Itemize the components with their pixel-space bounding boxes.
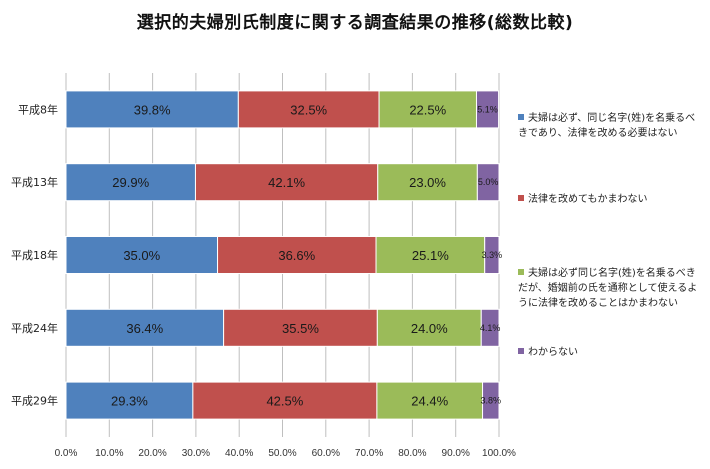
legend-swatch [518, 348, 524, 354]
bar-segment [476, 163, 500, 202]
legend-item: わからない [518, 345, 703, 360]
data-label: 42.1% [268, 175, 305, 190]
data-label: 42.5% [266, 394, 303, 409]
x-tick-label: 30.0% [182, 448, 210, 459]
data-label: 29.3% [111, 394, 148, 409]
data-label: 3.8% [481, 396, 502, 406]
data-label: 5.0% [478, 177, 499, 187]
category-label: 平成29年 [11, 394, 58, 408]
x-tick-label: 50.0% [268, 448, 296, 459]
x-tick-label: 60.0% [312, 448, 340, 459]
data-label: 39.8% [134, 102, 171, 117]
data-label: 24.0% [411, 321, 448, 336]
legend-label: わからない [528, 347, 578, 358]
bar-segment [378, 90, 477, 129]
bar-segment [65, 236, 219, 274]
bar-segment [480, 308, 500, 347]
bar-segment [482, 381, 500, 420]
data-label: 22.5% [409, 102, 446, 117]
category-label: 平成24年 [11, 321, 58, 335]
bar-segment [65, 163, 196, 202]
data-label: 36.6% [278, 248, 315, 263]
data-label: 24.4% [411, 394, 448, 409]
bar-segment [376, 308, 482, 347]
legend-label: 夫婦は必ず同じ名字(姓)を名乗るべきだが、婚姻前の氏を通称として使えるように法律… [518, 268, 698, 309]
data-label: 4.1% [480, 323, 501, 333]
chart-title: 選択的夫婦別氏制度に関する調査結果の推移(総数比較) [136, 13, 574, 33]
x-tick-label: 90.0% [442, 448, 470, 459]
data-label: 29.9% [112, 175, 149, 190]
legend-swatch [518, 114, 524, 120]
data-label: 36.4% [126, 321, 163, 336]
category-label: 平成18年 [11, 248, 58, 262]
x-tick-label: 20.0% [138, 448, 166, 459]
bar-segment [65, 90, 239, 129]
bar-segment [217, 236, 377, 274]
legend-swatch [518, 195, 524, 201]
x-tick-label: 10.0% [95, 448, 123, 459]
x-tick-label: 70.0% [355, 448, 383, 459]
x-tick-label: 40.0% [225, 448, 253, 459]
data-label: 32.5% [290, 102, 327, 117]
data-label: 23.0% [409, 175, 446, 190]
legend-item: 夫婦は必ず、同じ名字(姓)を名乗るべきであり、法律を改める必要はない [518, 111, 703, 141]
legend-item: 法律を改めてもかまわない [518, 192, 703, 207]
bar-segment [484, 236, 500, 274]
data-label: 25.1% [412, 248, 449, 263]
bar-segment [65, 381, 194, 420]
legend-label: 夫婦は必ず、同じ名字(姓)を名乗るべきであり、法律を改める必要はない [518, 113, 696, 139]
legend-swatch [518, 269, 524, 275]
bar-segment [237, 90, 380, 129]
data-label: 35.5% [282, 321, 319, 336]
bar-segment [375, 236, 486, 274]
data-label: 3.3% [482, 250, 503, 260]
category-label: 平成8年 [18, 102, 58, 116]
bar-segment [223, 308, 378, 347]
data-label: 35.0% [123, 248, 160, 263]
x-tick-label: 100.0% [482, 448, 516, 459]
x-tick-label: 80.0% [398, 448, 426, 459]
legend-label: 法律を改めてもかまわない [528, 194, 648, 205]
x-tick-label: 0.0% [55, 448, 78, 459]
data-label: 5.1% [477, 104, 498, 114]
bar-segment [192, 381, 378, 420]
legend-item: 夫婦は必ず同じ名字(姓)を名乗るべきだが、婚姻前の氏を通称として使えるように法律… [518, 266, 703, 311]
category-label: 平成13年 [11, 175, 58, 189]
bar-segment [475, 90, 500, 129]
